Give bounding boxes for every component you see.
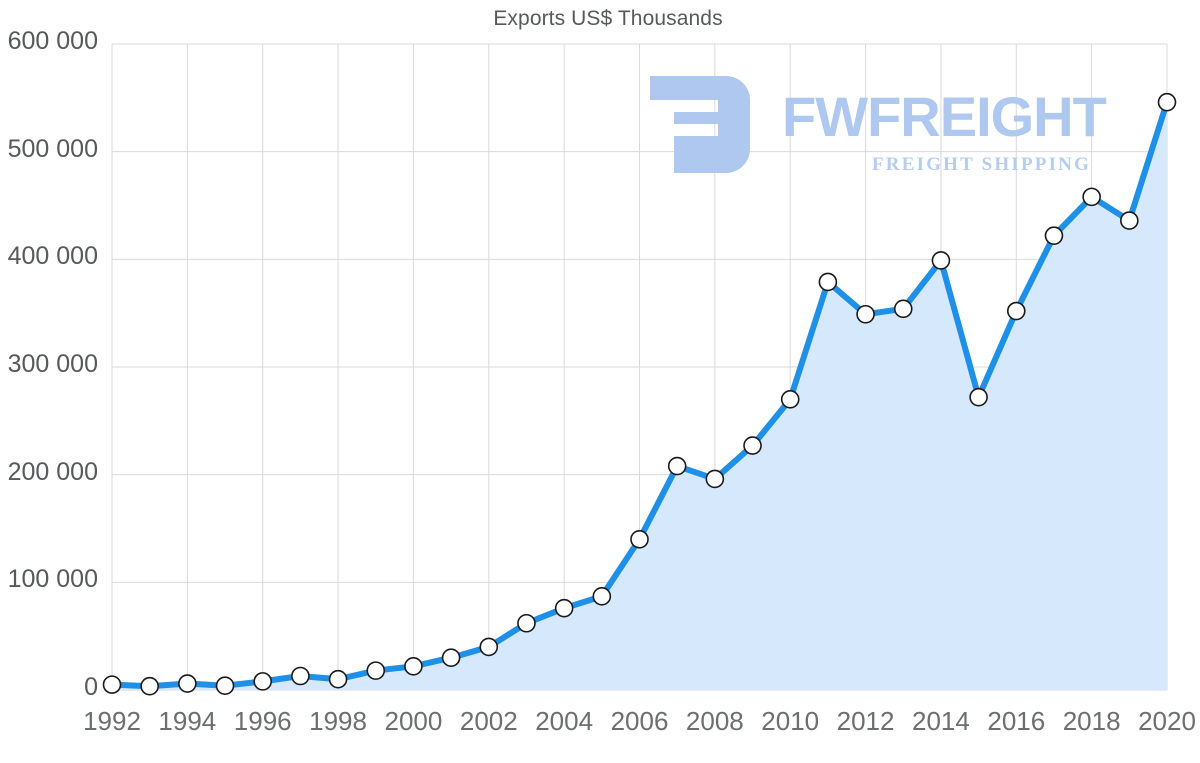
data-point	[592, 587, 612, 606]
data-point	[667, 456, 687, 476]
data-point	[893, 299, 913, 319]
y-axis-tick-label: 0	[84, 673, 98, 701]
data-point	[1157, 92, 1177, 112]
data-point	[969, 387, 988, 407]
x-axis-tick-label: 2002	[459, 706, 518, 736]
y-axis-tick-label: 500 000	[7, 134, 98, 163]
x-axis-tick-label: 1994	[158, 706, 217, 736]
data-point	[1006, 301, 1026, 321]
data-point	[404, 657, 423, 676]
data-point	[140, 676, 159, 696]
data-point	[630, 529, 649, 549]
x-axis-tick-label: 2016	[987, 706, 1046, 736]
data-point	[366, 661, 386, 680]
data-markers	[102, 92, 1177, 696]
x-axis-tick-label: 2006	[610, 706, 669, 736]
data-point	[517, 613, 536, 633]
y-axis-tick-label: 100 000	[7, 565, 98, 594]
data-point	[215, 676, 235, 695]
x-axis-tick-label: 2018	[1062, 706, 1121, 736]
data-point	[705, 469, 725, 489]
data-point	[1044, 226, 1064, 245]
x-axis-tick-label: 2012	[836, 706, 895, 736]
y-axis-tick-label: 600 000	[7, 27, 98, 55]
x-axis-tick-label: 2014	[912, 706, 970, 736]
x-axis-tick-label: 2020	[1138, 706, 1196, 736]
data-point	[554, 598, 574, 618]
data-point	[328, 669, 348, 689]
data-point	[780, 389, 800, 409]
x-axis-tick-label: 1998	[309, 706, 367, 736]
x-axis-tick-label: 1992	[83, 706, 141, 736]
y-axis-tick-label: 200 000	[7, 457, 98, 486]
data-point	[102, 675, 122, 694]
data-point	[291, 666, 310, 686]
chart-title: Exports US$ Thousands	[493, 7, 723, 30]
area-path	[112, 102, 1167, 690]
data-point	[1120, 211, 1139, 230]
data-point	[818, 272, 838, 292]
x-axis-tick-label: 2010	[761, 706, 820, 736]
y-axis-tick-label: 400 000	[7, 242, 98, 271]
data-point	[856, 304, 875, 324]
area-fill	[112, 102, 1167, 690]
x-axis-tick-label: 2008	[685, 706, 744, 736]
data-point	[441, 648, 461, 668]
data-point	[743, 436, 762, 455]
data-point	[479, 637, 499, 657]
x-axis-tick-label: 1996	[233, 706, 292, 736]
data-point	[931, 251, 951, 270]
data-point	[178, 674, 197, 693]
data-point	[1082, 187, 1101, 207]
y-axis-tick-label: 300 000	[7, 350, 98, 378]
data-point	[253, 672, 273, 691]
x-axis-tick-label: 2000	[384, 706, 443, 736]
x-axis-tick-label: 2004	[535, 706, 594, 736]
